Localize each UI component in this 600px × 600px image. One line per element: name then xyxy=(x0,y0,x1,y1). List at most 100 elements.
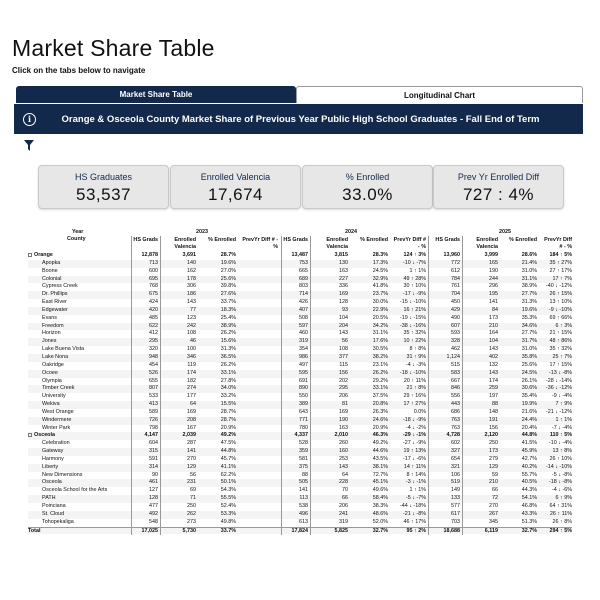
table-cell: 26 ↑ 8% xyxy=(552,518,572,525)
table-cell: 129 xyxy=(187,463,196,470)
kpi-card-hs-graduates: HS Graduates 53,537 xyxy=(38,165,169,209)
row-label: East River xyxy=(28,299,133,307)
column-header[interactable]: % Enrolled xyxy=(509,237,537,243)
column-header[interactable]: HS Grads xyxy=(435,237,460,243)
table-cell: 704 xyxy=(451,291,460,298)
table-row: Edgewater 420 77 18.3% 407 93 22.9% 16 ↑ 21% 429… xyxy=(28,306,572,315)
column-header[interactable]: Enrolled Valencia xyxy=(174,237,196,250)
table-cell: 490 xyxy=(451,314,460,321)
row-label: Lake Buena Vista xyxy=(28,346,133,354)
table-cell: 66 xyxy=(492,487,498,494)
column-header[interactable]: PrevYr Diff # - % xyxy=(242,237,278,250)
row-label-text: Cypress Creek xyxy=(42,283,78,290)
table-cell: 33.1% xyxy=(220,369,236,376)
column-header[interactable]: HS Grads xyxy=(283,237,308,243)
row-label: Tohopekaliga xyxy=(28,519,133,527)
table-cell: 3,815 xyxy=(334,252,349,258)
table-cell: 42.7% xyxy=(521,455,537,462)
table-row: Cypress Creek 768 306 39.8% 803 336 41.8% 30 ↑ … xyxy=(28,283,572,291)
column-header[interactable]: PrevYr Diff # - % xyxy=(393,237,426,250)
row-label-text: Ocoee xyxy=(42,369,58,376)
row-label: Harmony xyxy=(28,456,133,464)
table-cell: 274 xyxy=(187,385,196,392)
row-label: Osceola School for the Arts xyxy=(28,487,133,495)
table-cell: 689 xyxy=(299,275,308,282)
market-share-table: Year County 2023 2024 2025 HS Grads Enrolled… xyxy=(28,226,572,535)
collapse-toggle-icon[interactable] xyxy=(28,432,32,437)
table-cell: 18.3% xyxy=(220,306,236,313)
table-cell: 17,824 xyxy=(291,527,309,534)
table-cell: 108 xyxy=(187,330,196,337)
table-cell: 35.4% xyxy=(521,393,537,400)
table-cell: 51.3% xyxy=(521,518,537,525)
table-cell: 17.6% xyxy=(372,338,388,345)
table-row: Oakridge 454 119 26.2% 497 115 23.1% -4 ↓ -3% 51… xyxy=(28,362,572,370)
table-cell: 548 xyxy=(149,518,158,525)
table-cell: 763 xyxy=(451,416,460,423)
table-cell: -4 ↓ -6% xyxy=(551,487,572,494)
table-cell: 39.8% xyxy=(220,283,236,290)
kpi-card-percent-enrolled: % Enrolled 33.0% xyxy=(302,165,433,209)
filter-icon[interactable] xyxy=(24,140,34,151)
table-row: Jones 295 46 15.6% 319 56 17.6% 10 ↑ 22% 328 104 3… xyxy=(28,338,572,347)
row-label: Ocoee xyxy=(28,370,133,378)
table-cell: 62.2% xyxy=(220,471,236,478)
table-cell: 454 xyxy=(149,361,158,368)
table-cell: 104 xyxy=(489,338,498,345)
table-cell: 295 xyxy=(339,385,348,392)
table-cell: 50.1% xyxy=(220,479,236,486)
column-header[interactable]: HS Grads xyxy=(133,237,158,243)
table-group-row[interactable]: Orange 12,878 3,691 28.7% 13,487 3,815 28.3% 12… xyxy=(28,252,572,260)
table-cell: -5 ↓ -7% xyxy=(405,495,426,502)
page-subtitle: Click on the tabs below to navigate xyxy=(12,66,146,75)
table-cell: 270 xyxy=(489,503,498,509)
table-cell: 190 xyxy=(489,267,498,274)
table-cell: 100 xyxy=(187,346,196,353)
column-header[interactable]: Enrolled Valencia xyxy=(326,237,348,250)
table-cell: 19.9% xyxy=(521,401,537,408)
table-cell: 948 xyxy=(149,353,158,360)
table-row: Freedom 622 242 38.9% 597 204 34.2% -38 ↓ -16% 6… xyxy=(28,322,572,331)
table-cell: 44.6% xyxy=(372,448,388,455)
table-group-row[interactable]: Osceola 4,147 2,039 49.2% 4,337 2,010 46.3% -29… xyxy=(28,432,572,441)
table-cell: -18 ↓ -9% xyxy=(402,416,426,423)
table-cell: -38 ↓ -16% xyxy=(399,322,426,329)
table-cell: 655 xyxy=(149,377,158,384)
table-cell: 13,487 xyxy=(291,252,309,258)
table-cell: 143 xyxy=(339,463,348,470)
table-cell: 8 ↑ 14% xyxy=(406,471,426,478)
row-label: St. Cloud xyxy=(28,511,133,519)
table-cell: 115 xyxy=(339,361,348,368)
tab-market-share-table[interactable]: Market Share Table xyxy=(16,86,296,103)
year-label: 2024 xyxy=(345,229,357,235)
table-cell: 577 xyxy=(451,503,460,509)
column-header[interactable]: PrevYr Diff # - % xyxy=(544,237,572,250)
info-icon[interactable]: i xyxy=(23,112,36,126)
table-cell: 407 xyxy=(299,306,308,313)
table-cell: 70 xyxy=(342,487,348,494)
table-row: Winter Park 798 167 20.9% 780 163 20.9% -4 ↓ -2… xyxy=(28,425,572,433)
column-header[interactable]: % Enrolled xyxy=(208,237,236,243)
row-label-text: Osceola xyxy=(34,432,55,439)
table-cell: 803 xyxy=(299,283,308,290)
table-cell: 259 xyxy=(489,385,498,392)
table-row: Lake Nona 948 346 36.5% 986 377 38.2% 31 ↑ 9% 1,… xyxy=(28,353,572,362)
row-label: Apopka xyxy=(28,260,133,268)
row-label: Liberty xyxy=(28,464,133,472)
table-cell: 2,120 xyxy=(484,432,499,439)
collapse-toggle-icon[interactable] xyxy=(28,252,32,257)
table-cell: 46.8% xyxy=(521,503,537,509)
table-cell: 77 xyxy=(190,306,196,313)
table-cell: 262 xyxy=(187,510,196,517)
column-header[interactable]: % Enrolled xyxy=(360,237,388,243)
table-cell: 780 xyxy=(299,424,308,431)
table-cell: 13 ↑ 8% xyxy=(552,448,572,455)
table-cell: 64 xyxy=(342,471,348,478)
row-label: Olympia xyxy=(28,378,133,386)
table-cell: 359 xyxy=(299,448,308,455)
table-cell: -13 ↓ -8% xyxy=(548,369,572,376)
tab-longitudinal-chart[interactable]: Longitudinal Chart xyxy=(296,86,583,103)
table-cell: 377 xyxy=(339,353,348,360)
table-cell: 123 xyxy=(187,314,196,321)
column-header[interactable]: Enrolled Valencia xyxy=(476,237,498,250)
